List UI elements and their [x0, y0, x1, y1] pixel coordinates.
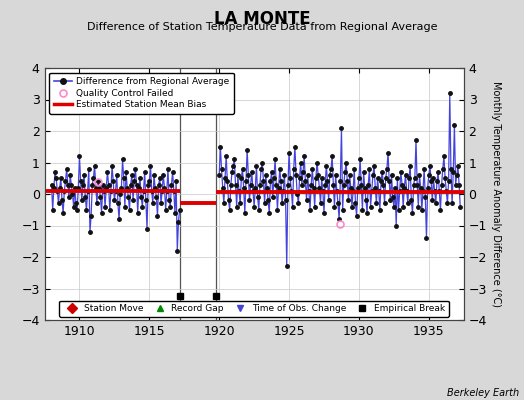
Text: LA MONTE: LA MONTE [214, 10, 310, 28]
Y-axis label: Monthly Temperature Anomaly Difference (°C): Monthly Temperature Anomaly Difference (… [491, 81, 501, 307]
Text: Difference of Station Temperature Data from Regional Average: Difference of Station Temperature Data f… [87, 22, 437, 32]
Text: Berkeley Earth: Berkeley Earth [446, 388, 519, 398]
Legend: Station Move, Record Gap, Time of Obs. Change, Empirical Break: Station Move, Record Gap, Time of Obs. C… [59, 300, 449, 317]
